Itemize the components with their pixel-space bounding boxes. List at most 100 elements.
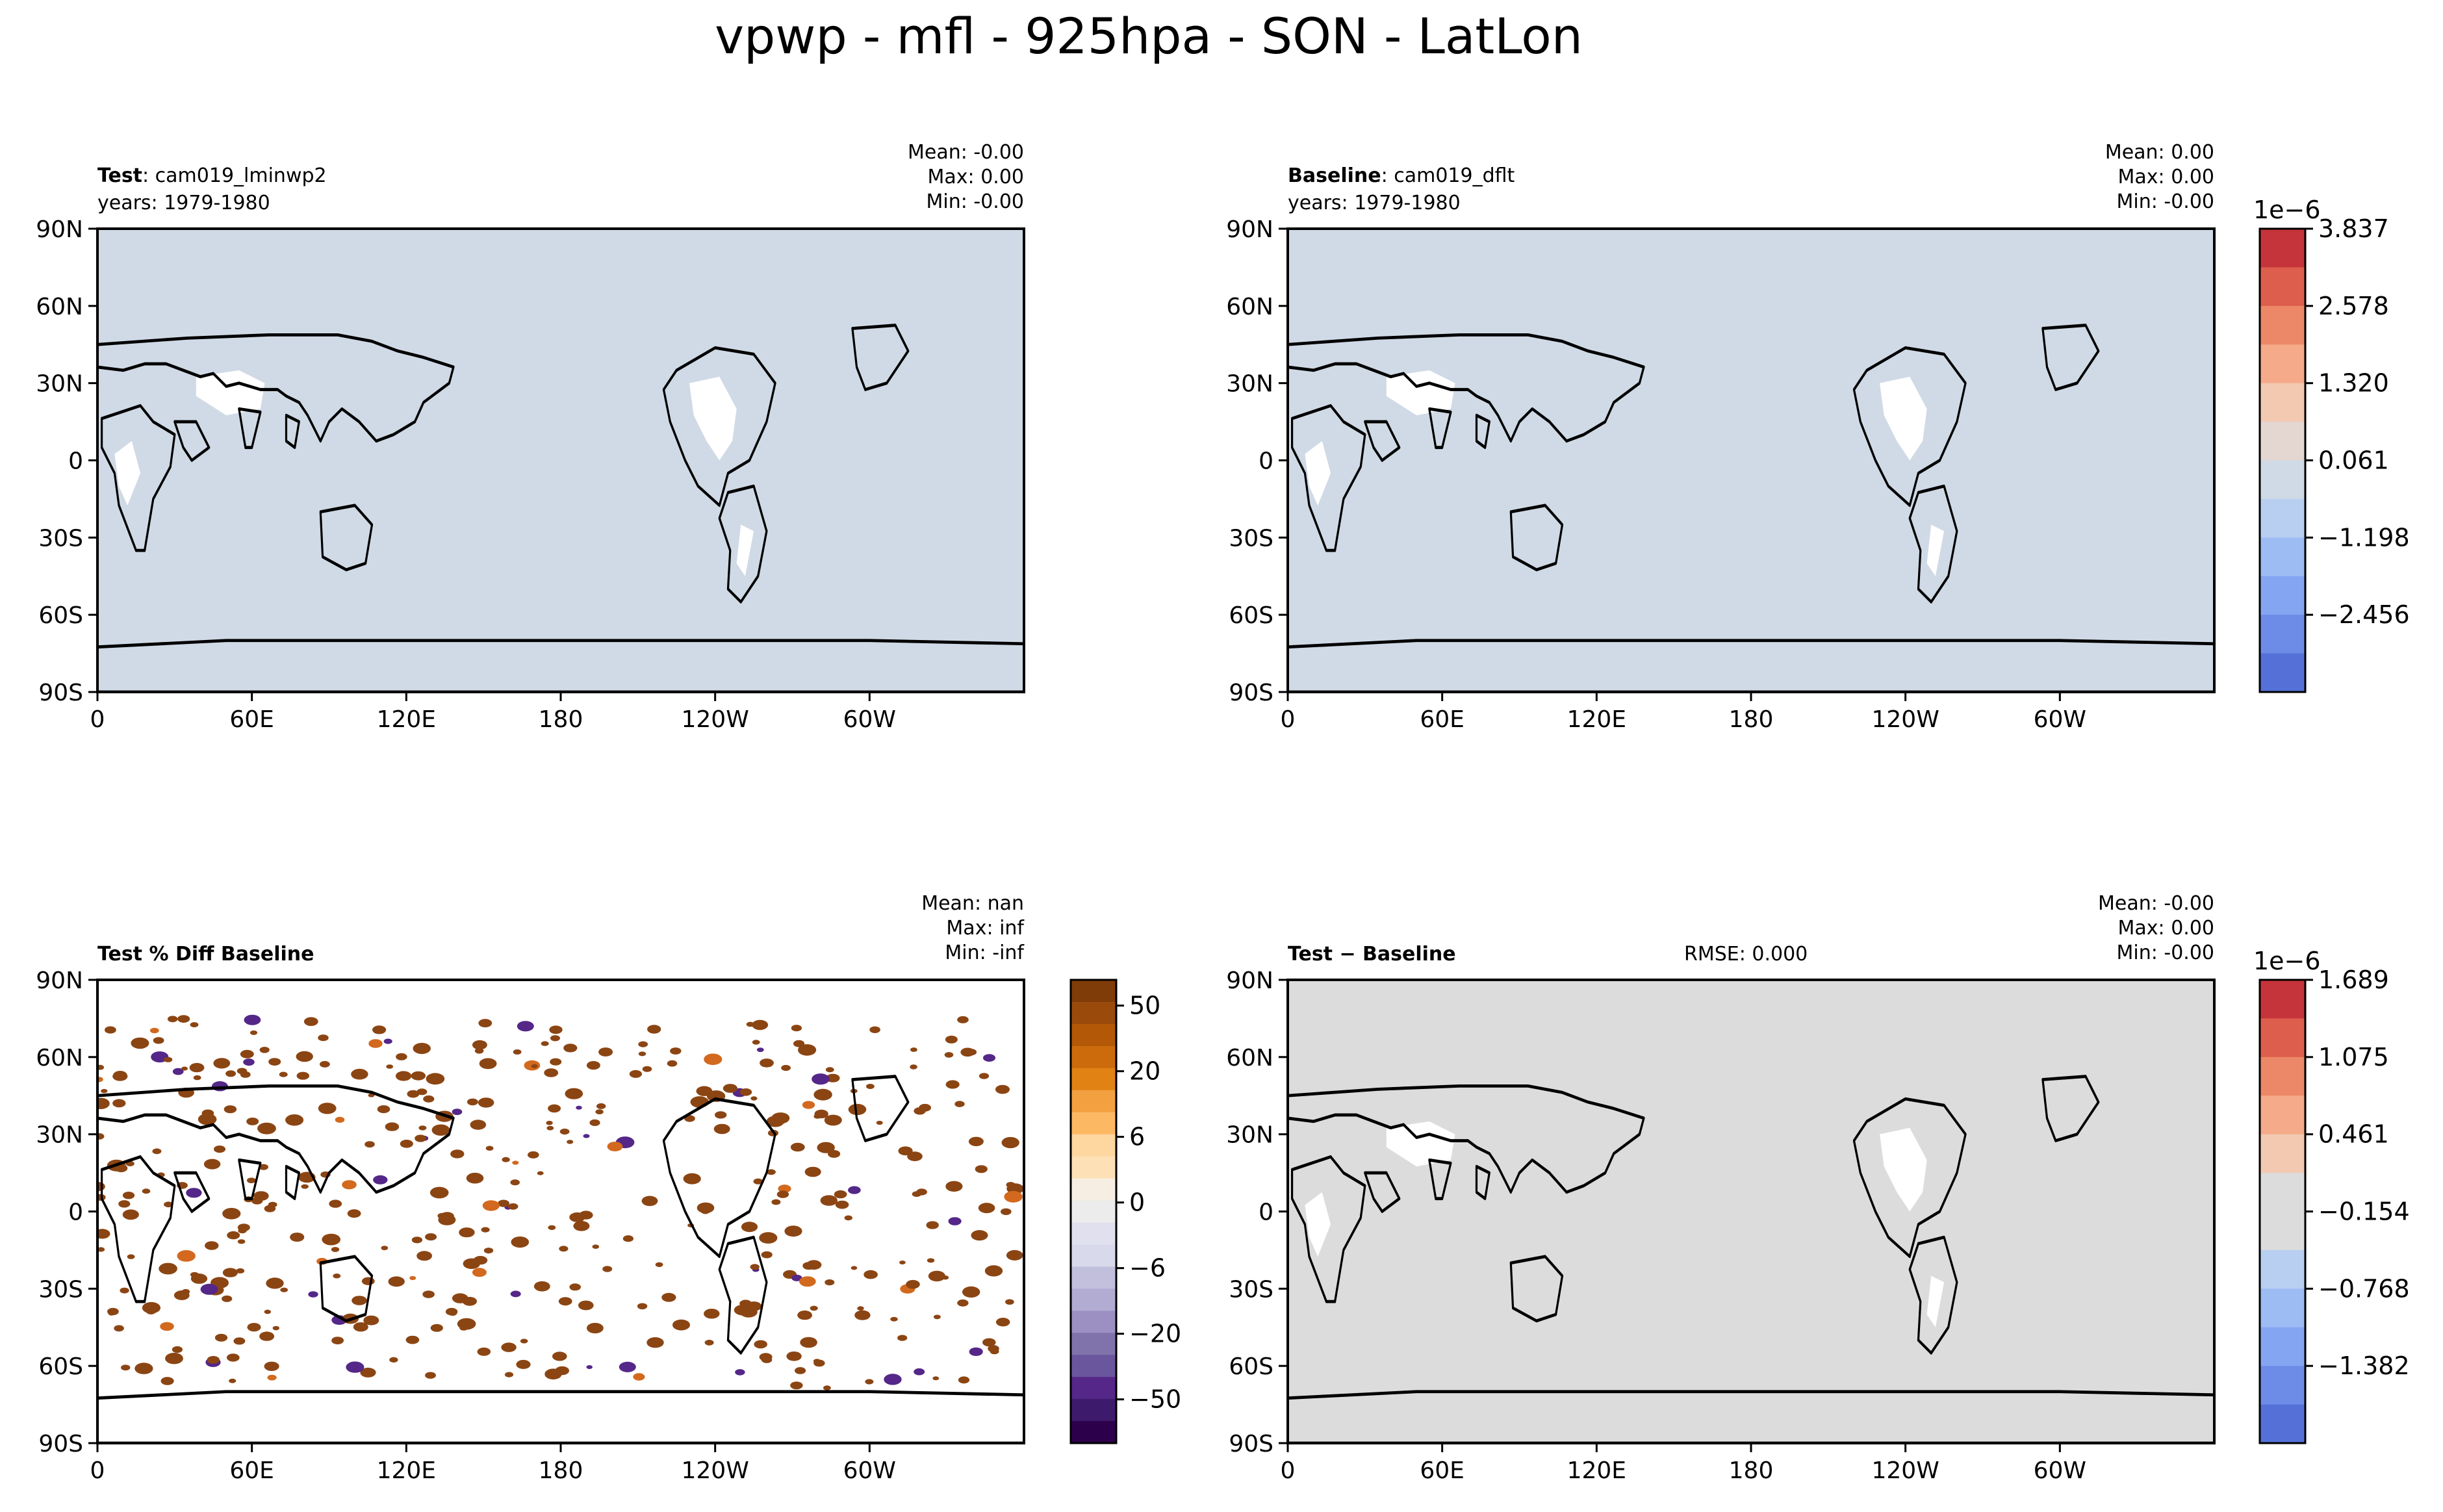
x-tick-label: 120W <box>1872 706 1939 733</box>
pctdiff-blob <box>440 1212 454 1221</box>
stat-mean: Mean: 0.00 <box>2105 141 2214 164</box>
pctdiff-blob <box>474 1048 484 1054</box>
pctdiff-blob <box>511 1237 530 1248</box>
colorbar-exponent: 1e−6 <box>2253 947 2321 975</box>
pctdiff-blob <box>941 1275 949 1280</box>
pctdiff-blob <box>933 1314 941 1320</box>
colorbar-tick-label: −1.198 <box>2318 523 2410 552</box>
pctdiff-blob <box>173 1290 190 1300</box>
pctdiff-blob <box>422 1290 435 1298</box>
pctdiff-blob <box>960 1047 975 1057</box>
panel-title-bold: Baseline <box>1288 164 1381 187</box>
pctdiff-blob <box>596 1103 606 1109</box>
pctdiff-blob <box>452 1293 468 1303</box>
pctdiff-blob <box>766 1169 776 1175</box>
pctdiff-blob <box>405 1335 420 1344</box>
pctdiff-blob <box>984 1265 1003 1277</box>
pctdiff-blob <box>983 1054 995 1062</box>
pctdiff-blob <box>207 1355 220 1364</box>
pctdiff-blob <box>214 1146 225 1153</box>
pctdiff-blob <box>240 1071 251 1078</box>
x-tick-label: 0 <box>90 706 105 733</box>
x-tick-label: 60W <box>843 1457 896 1484</box>
pctdiff-blob <box>533 1281 550 1292</box>
pctdiff-blob <box>467 1098 478 1106</box>
pctdiff-blob <box>704 1309 720 1319</box>
pctdiff-blob <box>240 1049 254 1058</box>
pctdiff-blob <box>164 1201 173 1208</box>
pctdiff-blob <box>828 1149 841 1158</box>
pctdiff-blob <box>214 1333 228 1342</box>
pctdiff-blob <box>537 1171 544 1175</box>
pctdiff-blob <box>247 1323 261 1332</box>
pctdiff-blob <box>279 1071 288 1077</box>
pctdiff-blob <box>333 1274 341 1279</box>
pctdiff-blob <box>200 1283 218 1295</box>
pctdiff-blob <box>377 1105 390 1114</box>
pctdiff-blob <box>820 1195 838 1206</box>
pctdiff-blob <box>425 1372 436 1379</box>
pctdiff-blob <box>957 1016 969 1023</box>
colorbar-band <box>2260 615 2305 654</box>
pctdiff-blob <box>222 1295 233 1302</box>
pctdiff-blob <box>641 1196 658 1207</box>
pctdiff-blob <box>257 1122 276 1134</box>
pctdiff-blob <box>415 1134 427 1142</box>
pctdiff-blob <box>558 1297 572 1306</box>
x-tick-label: 180 <box>1729 706 1774 733</box>
pctdiff-blob <box>510 1290 521 1298</box>
pctdiff-blob <box>586 1061 600 1070</box>
colorbar-tick-label: −2.456 <box>2318 600 2410 629</box>
pctdiff-blob <box>224 1105 237 1114</box>
pctdiff-blob <box>507 1203 518 1210</box>
colorbar-tick-label: 1.075 <box>2318 1043 2389 1071</box>
pctdiff-blob <box>559 1128 570 1135</box>
pctdiff-blob <box>589 1119 600 1126</box>
pctdiff-blob <box>153 1037 164 1044</box>
pctdiff-blob <box>996 1318 1010 1327</box>
stat-min: Min: -0.00 <box>2117 190 2215 213</box>
pctdiff-blob <box>389 1357 398 1363</box>
pctdiff-blob <box>342 1180 357 1190</box>
pctdiff-blob <box>426 1073 445 1085</box>
pctdiff-blob <box>400 1140 413 1148</box>
pctdiff-blob <box>253 1191 269 1201</box>
pctdiff-blob <box>565 1088 583 1099</box>
y-tick-label: 60N <box>36 294 83 320</box>
colorbar-pctdiff: 50 20 6 0 −6 −20 −50 <box>1069 979 1181 1444</box>
pctdiff-blob <box>502 1157 510 1162</box>
pctdiff-blob <box>546 1120 553 1125</box>
pctdiff-blob <box>884 1374 902 1385</box>
panel-baseline: 90N 60N 30N 0 30S 60S 90S 0 60E 120E 180 120W 60W Bas… <box>1226 141 2409 733</box>
pctdiff-blob <box>927 1258 935 1263</box>
pctdiff-blob <box>723 1084 737 1093</box>
y-tick-label: 30N <box>1226 371 1273 398</box>
pctdiff-blob <box>548 1225 556 1231</box>
panel-title: Test: cam019_lminwp2 <box>97 164 327 187</box>
pctdiff-blob <box>335 1116 345 1123</box>
pctdiff-blob <box>799 1276 816 1287</box>
y-tick-label: 90S <box>1229 680 1273 706</box>
pctdiff-blob <box>372 1025 387 1034</box>
colorbar-diff: 1.689 1.075 0.461 −0.154 −0.768 −1.382 1e−6 <box>2253 947 2410 1444</box>
pctdiff-blob <box>595 1109 604 1114</box>
pctdiff-blob <box>290 1233 305 1242</box>
x-tick-label: 120W <box>682 706 749 733</box>
pctdiff-blob <box>407 1090 420 1098</box>
x-tick-label: 60W <box>2034 1457 2086 1484</box>
colorbar-band <box>2260 460 2305 500</box>
panel-title-bold: Test % Diff Baseline <box>97 943 314 966</box>
x-tick-label: 60W <box>843 706 896 733</box>
pctdiff-blob <box>518 1362 526 1366</box>
colorbar-band <box>1071 1244 1116 1267</box>
x-tick-label: 0 <box>1281 1457 1296 1484</box>
stat-min: Min: -0.00 <box>927 190 1025 213</box>
pctdiff-blob <box>761 1251 773 1259</box>
pctdiff-blob <box>607 1142 623 1151</box>
colorbar-band <box>1071 1333 1116 1355</box>
pctdiff-blob <box>741 1222 758 1233</box>
colorbar-band <box>1071 1068 1116 1091</box>
panel-years: years: 1979-1980 <box>97 192 270 214</box>
pctdiff-blob <box>531 1064 538 1068</box>
pctdiff-blob <box>552 1352 567 1361</box>
